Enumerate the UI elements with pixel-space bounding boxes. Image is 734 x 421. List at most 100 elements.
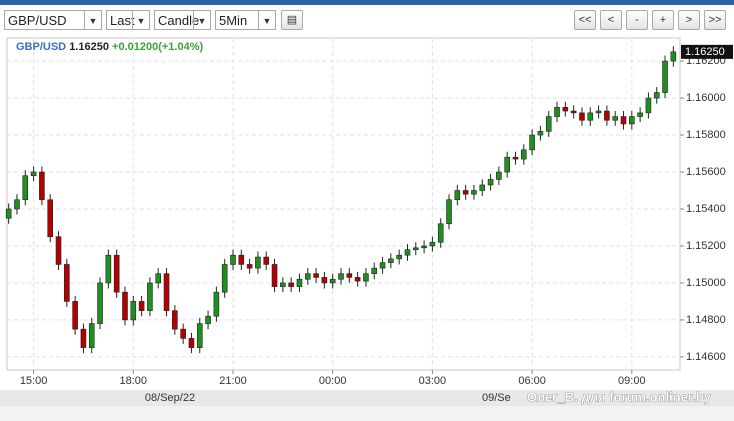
candle-body xyxy=(446,199,452,225)
dropdown-arrow: ▼ xyxy=(84,11,101,29)
candle-body xyxy=(512,156,519,160)
candle-body xyxy=(554,107,560,117)
interval-select[interactable]: 5Min ▼ xyxy=(215,10,276,30)
candle-body xyxy=(537,131,544,136)
candle-body xyxy=(379,262,386,269)
price-type-select[interactable]: Last ▼ xyxy=(106,10,150,30)
symbol-text: GBP/USD xyxy=(8,13,67,28)
date-label: 09/Se xyxy=(482,392,511,404)
candle-body xyxy=(138,301,145,311)
candle-body xyxy=(612,116,618,121)
top-strip xyxy=(0,0,734,5)
candle-body xyxy=(570,110,577,114)
candle-body xyxy=(304,273,311,280)
x-tick-label: 18:00 xyxy=(120,375,148,387)
candle-body xyxy=(238,254,245,265)
candle-body xyxy=(629,116,635,125)
date-bar xyxy=(0,390,734,406)
candle-body xyxy=(354,277,361,282)
candle-body xyxy=(562,107,569,112)
x-tick-label: 15:00 xyxy=(20,375,48,387)
plot-frame xyxy=(6,37,681,371)
candle-body xyxy=(454,190,461,201)
nav-button[interactable]: > xyxy=(678,10,700,30)
candle-body xyxy=(521,149,527,160)
candle-body xyxy=(545,116,552,132)
dropdown-arrow: ▼ xyxy=(258,11,275,29)
candle-body xyxy=(113,254,120,293)
nav-button[interactable]: << xyxy=(574,10,596,30)
candle-body xyxy=(288,282,294,287)
nav-button[interactable]: + xyxy=(652,10,674,30)
candle-body xyxy=(55,236,62,265)
candle-body xyxy=(172,310,178,330)
candle-body xyxy=(263,256,270,265)
chart-type-select[interactable]: Candle ▼ xyxy=(154,10,211,30)
candle-body xyxy=(47,199,53,238)
y-tick-label: 1.16000 xyxy=(686,92,726,104)
x-tick-label: 06:00 xyxy=(518,375,546,387)
candle-body xyxy=(529,134,535,151)
candle-body xyxy=(163,273,170,311)
nav-button[interactable]: - xyxy=(626,10,648,30)
candle-body xyxy=(221,264,228,293)
candle-body xyxy=(504,156,510,173)
watermark: Олег_В. для forum.onliner.by xyxy=(527,389,712,404)
y-tick-label: 1.14800 xyxy=(686,314,726,326)
settings-button[interactable]: ▤ xyxy=(281,10,303,30)
y-tick-label: 1.15600 xyxy=(686,166,726,178)
candle-body xyxy=(230,254,236,265)
candle-body xyxy=(213,291,220,317)
symbol-select[interactable]: GBP/USD ▼ xyxy=(4,10,102,30)
candle-body xyxy=(122,291,128,321)
x-tick-label: 09:00 xyxy=(618,375,646,387)
candle-body xyxy=(429,241,436,247)
candle-body xyxy=(5,208,12,219)
price-tag-box xyxy=(681,44,733,59)
dropdown-arrow: ▼ xyxy=(132,11,149,29)
x-tick-label: 21:00 xyxy=(219,375,247,387)
y-tick-label: 1.15000 xyxy=(686,277,726,289)
legend: GBP/USD 1.16250 +0.01200(+1.04%) xyxy=(16,41,203,53)
candle-body xyxy=(155,273,162,284)
candle-body xyxy=(188,338,195,348)
nav-button[interactable]: < xyxy=(600,10,622,30)
price-type-text: Last xyxy=(110,13,135,28)
candle-body xyxy=(39,171,45,201)
candle-body xyxy=(255,256,261,269)
candle-body xyxy=(147,282,153,311)
candle-body xyxy=(437,223,444,243)
candle-body xyxy=(180,328,186,339)
candle-body xyxy=(64,264,70,302)
candle-body xyxy=(88,323,95,348)
candle-body xyxy=(346,273,353,278)
candle-body xyxy=(313,273,319,278)
candle-body xyxy=(30,171,37,177)
legend-change: +0.01200(+1.04%) xyxy=(112,41,203,53)
candle-body xyxy=(653,92,660,99)
candle-body xyxy=(388,258,394,263)
x-tick-label: 00:00 xyxy=(319,375,347,387)
candle-body xyxy=(72,301,78,330)
candle-body xyxy=(645,97,652,114)
candle-body xyxy=(105,254,112,284)
legend-symbol: GBP/USD xyxy=(16,41,66,53)
candle-body xyxy=(363,273,369,282)
candle-body xyxy=(637,112,643,117)
candle-body xyxy=(471,190,477,195)
nav-button[interactable]: >> xyxy=(704,10,726,30)
candle-body xyxy=(271,264,278,287)
candle-body xyxy=(662,60,668,93)
bottom-bar xyxy=(0,406,734,421)
candle-body xyxy=(620,116,627,125)
candle-body xyxy=(280,282,286,287)
candle-body xyxy=(421,245,427,249)
chart-type-text: Candle xyxy=(158,13,200,28)
candle-body xyxy=(196,323,203,348)
candle-body xyxy=(487,179,494,186)
candle-body xyxy=(404,249,411,256)
candle-body xyxy=(396,254,402,260)
candle-body xyxy=(579,112,585,121)
